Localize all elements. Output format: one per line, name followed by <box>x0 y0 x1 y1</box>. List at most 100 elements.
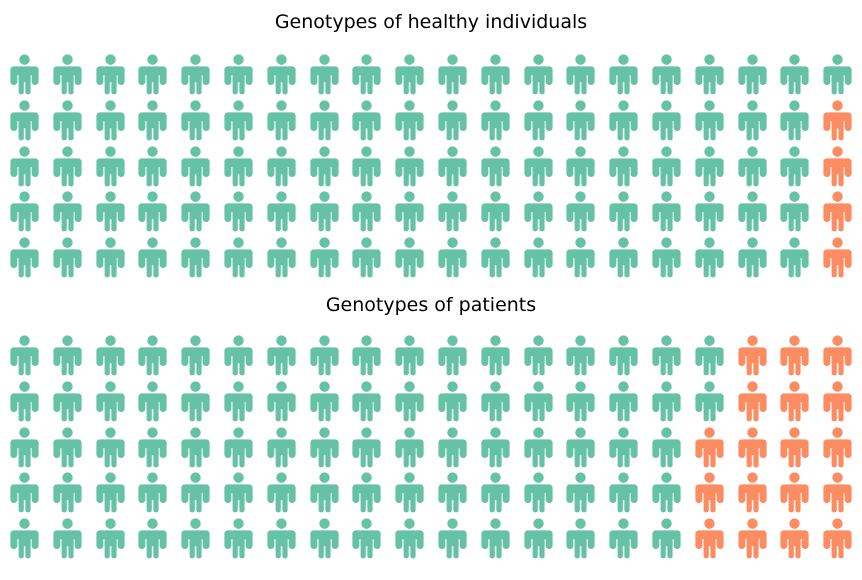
person-icon <box>10 145 39 186</box>
person-icon <box>780 191 809 232</box>
person-icon <box>823 191 852 232</box>
person-icon <box>10 237 39 278</box>
person-icon <box>780 145 809 186</box>
person-icon <box>438 335 467 376</box>
person-icon <box>395 100 424 141</box>
person-icon <box>438 426 467 467</box>
person-icon <box>481 237 510 278</box>
person-icon <box>695 335 724 376</box>
person-icon <box>267 426 296 467</box>
person-icon <box>695 381 724 422</box>
person-icon <box>652 472 681 513</box>
person-icon <box>267 381 296 422</box>
person-icon <box>395 191 424 232</box>
person-icon <box>53 335 82 376</box>
person-icon <box>138 381 168 422</box>
person-icon <box>224 518 253 559</box>
person-icon <box>780 472 809 513</box>
person-icon <box>352 237 381 278</box>
person-icon <box>609 145 638 186</box>
person-icon <box>138 145 168 186</box>
person-icon <box>481 100 510 141</box>
person-icon <box>267 100 296 141</box>
person-icon <box>737 145 767 186</box>
person-icon <box>95 335 125 376</box>
person-icon <box>224 191 253 232</box>
person-icon <box>395 518 424 559</box>
person-icon <box>737 191 767 232</box>
person-icon <box>352 100 381 141</box>
person-icon <box>181 191 210 232</box>
person-icon <box>95 100 125 141</box>
person-icon <box>181 145 210 186</box>
person-icon <box>438 145 467 186</box>
person-icon <box>181 237 210 278</box>
person-icon <box>566 426 595 467</box>
person-icon <box>780 518 809 559</box>
person-icon <box>53 237 82 278</box>
person-icon <box>609 472 638 513</box>
person-icon <box>780 54 809 95</box>
person-icon <box>309 54 339 95</box>
person-icon <box>352 518 381 559</box>
person-icon <box>823 426 852 467</box>
person-icon <box>566 100 595 141</box>
person-icon <box>95 191 125 232</box>
person-icon <box>267 145 296 186</box>
person-icon <box>523 518 553 559</box>
person-icon <box>95 145 125 186</box>
person-icon <box>309 191 339 232</box>
patients-icon-grid <box>10 335 852 559</box>
person-icon <box>438 518 467 559</box>
person-icon <box>438 191 467 232</box>
person-icon <box>481 426 510 467</box>
person-icon <box>10 54 39 95</box>
person-icon <box>652 381 681 422</box>
person-icon <box>138 54 168 95</box>
person-icon <box>823 100 852 141</box>
person-icon <box>780 381 809 422</box>
person-icon <box>224 335 253 376</box>
person-icon <box>352 381 381 422</box>
person-icon <box>224 145 253 186</box>
person-icon <box>224 237 253 278</box>
person-icon <box>438 381 467 422</box>
person-icon <box>138 191 168 232</box>
person-icon <box>10 426 39 467</box>
person-icon <box>737 381 767 422</box>
person-icon <box>438 472 467 513</box>
person-icon <box>10 381 39 422</box>
person-icon <box>737 237 767 278</box>
person-icon <box>566 518 595 559</box>
person-icon <box>695 145 724 186</box>
person-icon <box>438 237 467 278</box>
person-icon <box>652 335 681 376</box>
healthy-chart-title: Genotypes of healthy individuals <box>274 11 588 33</box>
person-icon <box>823 472 852 513</box>
person-icon <box>181 100 210 141</box>
person-icon <box>224 54 253 95</box>
person-icon <box>823 518 852 559</box>
person-icon <box>138 518 168 559</box>
person-icon <box>352 426 381 467</box>
person-icon <box>267 191 296 232</box>
person-icon <box>609 191 638 232</box>
person-icon <box>609 100 638 141</box>
person-icon <box>395 426 424 467</box>
person-icon <box>737 472 767 513</box>
person-icon <box>737 426 767 467</box>
person-icon <box>566 381 595 422</box>
person-icon <box>823 381 852 422</box>
person-icon <box>309 237 339 278</box>
person-icon <box>566 54 595 95</box>
person-icon <box>138 335 168 376</box>
person-icon <box>267 335 296 376</box>
person-icon <box>609 426 638 467</box>
person-icon <box>53 191 82 232</box>
person-icon <box>10 100 39 141</box>
person-icon <box>481 381 510 422</box>
person-icon <box>695 426 724 467</box>
person-icon <box>780 100 809 141</box>
person-icon <box>737 518 767 559</box>
